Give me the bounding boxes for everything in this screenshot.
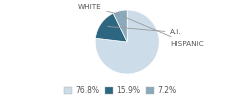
Text: HISPANIC: HISPANIC xyxy=(124,17,204,47)
Text: WHITE: WHITE xyxy=(78,4,120,14)
Text: A.I.: A.I. xyxy=(108,26,182,35)
Legend: 76.8%, 15.9%, 7.2%: 76.8%, 15.9%, 7.2% xyxy=(61,83,179,98)
Wedge shape xyxy=(113,10,127,42)
Wedge shape xyxy=(96,13,127,42)
Wedge shape xyxy=(95,10,159,74)
